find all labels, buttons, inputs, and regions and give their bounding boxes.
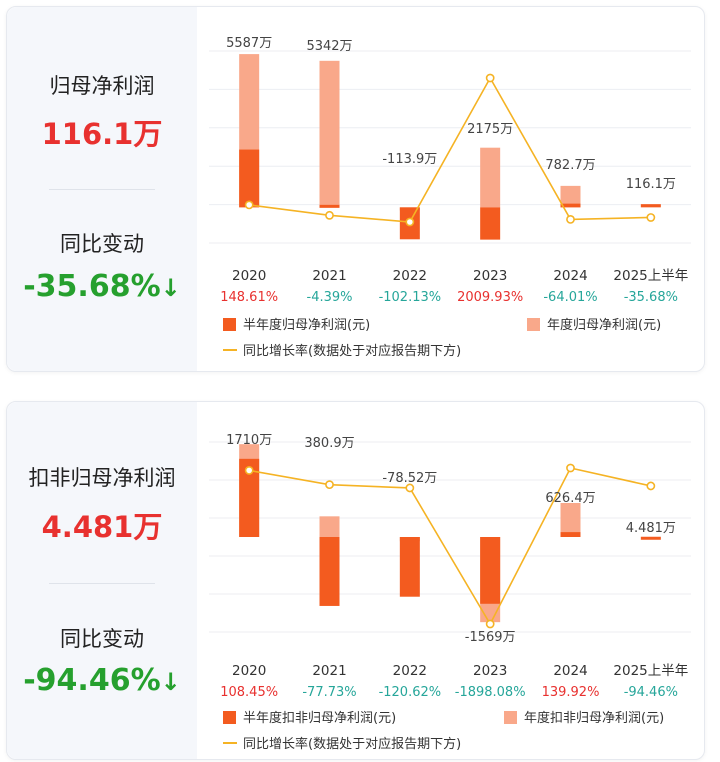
x-tick-label: 2024 bbox=[553, 268, 587, 284]
legend-label: 半年度归母净利润(元) bbox=[243, 317, 370, 333]
net-profit-chart: 5587万 5342万 -113.9万 2175万 782.7万 116.1万 2020 14… bbox=[209, 36, 691, 359]
x-tick-label: 2023 bbox=[473, 663, 507, 679]
half-year-bar bbox=[239, 458, 260, 537]
legend-swatch-half bbox=[223, 711, 236, 724]
growth-label: -77.73% bbox=[302, 685, 356, 700]
metric-value: 116.1万 bbox=[41, 117, 163, 151]
metric-title: 扣非归母净利润 bbox=[28, 466, 176, 490]
x-tick-label: 2025上半年 bbox=[613, 663, 688, 679]
change-value: -94.46%↓ bbox=[7, 663, 197, 698]
data-label: 116.1万 bbox=[626, 177, 676, 192]
change-value-text: -35.68% bbox=[23, 269, 161, 304]
growth-label: -64.01% bbox=[543, 290, 597, 305]
legend-label: 同比增长率(数据处于对应报告期下方) bbox=[243, 343, 461, 359]
half-year-bar bbox=[640, 204, 661, 208]
growth-label: 139.92% bbox=[542, 685, 600, 700]
deducted-net-profit-card: 扣非归母净利润 4.481万 同比变动 -94.46%↓ 1710万 380.9万… bbox=[6, 401, 705, 760]
growth-line bbox=[249, 76, 651, 223]
data-label: 626.4万 bbox=[545, 491, 595, 506]
data-label: 5587万 bbox=[226, 36, 272, 51]
down-arrow-icon: ↓ bbox=[160, 668, 181, 696]
annual-bar bbox=[319, 516, 340, 537]
x-tick-label: 2024 bbox=[553, 663, 587, 679]
growth-label: -35.68% bbox=[624, 290, 678, 305]
growth-point bbox=[566, 463, 575, 473]
growth-label: 2009.93% bbox=[457, 290, 523, 305]
growth-point bbox=[244, 466, 254, 475]
growth-point bbox=[646, 213, 656, 222]
legend-label: 同比增长率(数据处于对应报告期下方) bbox=[243, 736, 461, 752]
data-label: -1569万 bbox=[465, 630, 516, 645]
growth-label: -1898.08% bbox=[455, 685, 526, 700]
deducted-net-profit-chart: 1710万 380.9万 -78.52万 -1569万 626.4万 4.481万 2020… bbox=[209, 433, 691, 752]
legend-swatch-half bbox=[223, 318, 236, 331]
data-label: -113.9万 bbox=[382, 152, 437, 167]
divider bbox=[49, 189, 155, 190]
net-profit-card: 归母净利润 116.1万 同比变动 -35.68%↓ 5587万 5342万 -11… bbox=[6, 6, 705, 372]
x-tick-label: 2021 bbox=[312, 663, 346, 679]
data-label: 380.9万 bbox=[304, 436, 354, 451]
x-tick-label: 2025上半年 bbox=[613, 268, 688, 284]
legend-label: 年度扣非归母净利润(元) bbox=[524, 710, 664, 726]
legend-label: 半年度扣非归母净利润(元) bbox=[243, 710, 396, 726]
half-year-bar bbox=[560, 532, 581, 537]
x-tick-label: 2021 bbox=[312, 268, 346, 284]
legend-swatch-annual bbox=[504, 711, 517, 724]
growth-point bbox=[485, 619, 495, 629]
growth-label: 108.45% bbox=[220, 685, 278, 700]
annual-bar bbox=[560, 502, 581, 537]
growth-point bbox=[405, 217, 415, 227]
metric-value: 4.481万 bbox=[41, 510, 163, 544]
change-title: 同比变动 bbox=[60, 627, 144, 651]
metric-title: 归母净利润 bbox=[49, 74, 155, 98]
x-tick-label: 2020 bbox=[232, 268, 266, 284]
growth-point bbox=[405, 483, 415, 493]
half-year-bar bbox=[399, 537, 420, 597]
x-tick-label: 2022 bbox=[393, 268, 427, 284]
x-tick-label: 2023 bbox=[473, 268, 507, 284]
half-year-bar bbox=[480, 207, 501, 240]
growth-line bbox=[249, 467, 652, 626]
half-year-bar bbox=[239, 149, 260, 208]
growth-point bbox=[325, 210, 334, 220]
divider bbox=[49, 583, 155, 584]
annual-bar bbox=[319, 60, 340, 208]
half-year-bar bbox=[640, 536, 661, 540]
deducted-net-profit-summary: 扣非归母净利润 4.481万 同比变动 -94.46%↓ bbox=[7, 402, 197, 759]
change-value: -35.68%↓ bbox=[7, 269, 197, 304]
x-tick-label: 2020 bbox=[232, 663, 266, 679]
growth-point bbox=[566, 215, 575, 224]
x-tick-label: 2022 bbox=[393, 663, 427, 679]
change-title: 同比变动 bbox=[60, 232, 144, 256]
growth-label: -120.62% bbox=[379, 685, 442, 700]
data-label: -78.52万 bbox=[382, 471, 437, 486]
half-year-bar bbox=[560, 203, 581, 208]
growth-point bbox=[244, 200, 254, 210]
growth-label: 148.61% bbox=[220, 290, 278, 305]
net-profit-summary: 归母净利润 116.1万 同比变动 -35.68%↓ bbox=[7, 7, 197, 371]
growth-label: -4.39% bbox=[307, 290, 353, 305]
data-label: 5342万 bbox=[306, 39, 352, 54]
growth-label: -102.13% bbox=[379, 290, 442, 305]
growth-point bbox=[325, 480, 334, 490]
growth-label: -94.46% bbox=[624, 685, 678, 700]
half-year-bar bbox=[319, 537, 340, 606]
annual-bar bbox=[480, 147, 501, 208]
legend-label: 年度归母净利润(元) bbox=[547, 317, 661, 333]
down-arrow-icon: ↓ bbox=[160, 274, 181, 302]
annual-bar bbox=[560, 185, 581, 208]
data-label: 782.7万 bbox=[545, 158, 595, 173]
data-label: 2175万 bbox=[467, 122, 513, 137]
half-year-bar bbox=[480, 537, 501, 604]
half-year-bar bbox=[319, 204, 340, 208]
data-label: 1710万 bbox=[226, 433, 272, 448]
data-label: 4.481万 bbox=[626, 521, 676, 536]
legend-swatch-annual bbox=[527, 318, 540, 331]
change-value-text: -94.46% bbox=[23, 663, 161, 698]
growth-point bbox=[646, 481, 656, 491]
growth-point bbox=[485, 73, 495, 83]
